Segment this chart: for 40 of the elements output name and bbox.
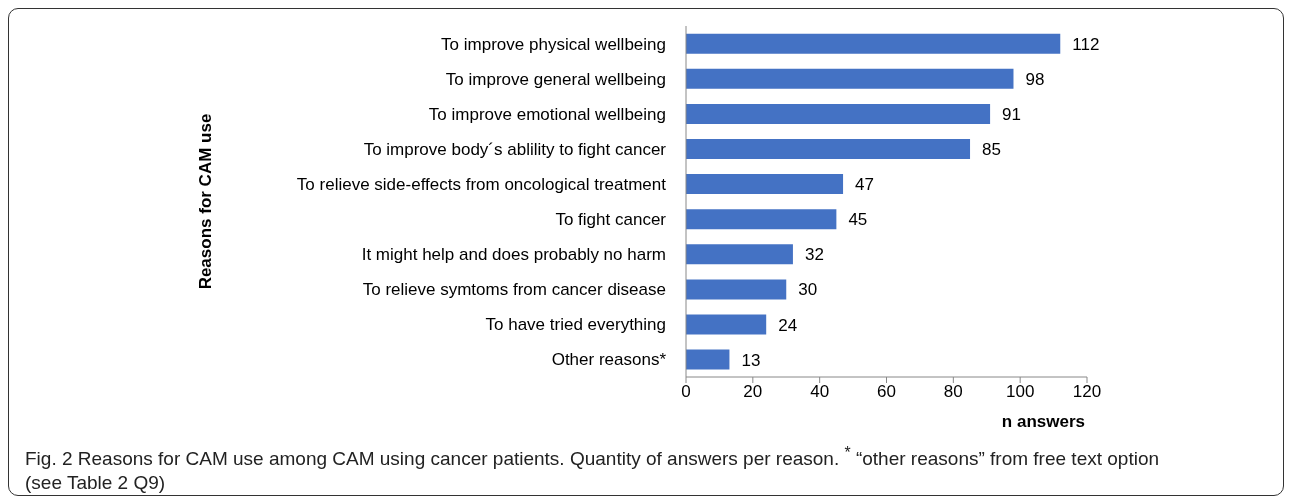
y-tick-label: It might help and does probably no harm xyxy=(361,245,666,265)
data-label: 91 xyxy=(1002,104,1022,124)
bar xyxy=(686,174,844,195)
bar xyxy=(686,209,837,230)
x-tick-label: 60 xyxy=(877,382,896,402)
bar xyxy=(686,244,793,265)
data-label: 13 xyxy=(741,350,761,370)
y-tick-label: To relieve symtoms from cancer disease xyxy=(362,280,666,300)
x-tick-label: 120 xyxy=(1072,382,1102,402)
y-tick-label: Other reasons* xyxy=(551,350,667,370)
x-tick-label: 20 xyxy=(743,382,763,402)
bar xyxy=(686,139,971,160)
data-label: 47 xyxy=(855,175,874,195)
bar xyxy=(686,68,1014,89)
data-label: 85 xyxy=(982,140,1001,160)
x-axis-title: n answers xyxy=(1001,412,1085,431)
bar xyxy=(686,279,787,300)
y-tick-label: To improve physical wellbeing xyxy=(441,34,666,54)
y-axis-title: Reasons for CAM use xyxy=(196,113,216,290)
y-tick-label: To fight cancer xyxy=(555,210,667,230)
y-tick-label: To improve body´s ablility to fight cancer xyxy=(363,139,667,159)
y-tick-label: To relieve side-effects from oncological treatment xyxy=(296,174,667,194)
x-tick-label: 80 xyxy=(943,382,963,402)
y-tick-label: To improve general wellbeing xyxy=(445,69,666,89)
data-label: 32 xyxy=(804,245,824,265)
data-label: 112 xyxy=(1072,34,1100,54)
text: Fig. 2 Reasons for CAM use among CAM using cancer patients. Quantity of answers per reason. $^{*}$ “other reasons” from free text option (see Table 2 Q9) xyxy=(25,444,1160,494)
y-tick-label: To have tried everything xyxy=(485,315,666,335)
bar xyxy=(686,103,991,124)
x-tick-label: 100 xyxy=(1005,382,1035,402)
y-tick-label: To improve emotional wellbeing xyxy=(428,104,666,124)
x-tick-label: 40 xyxy=(810,382,830,402)
data-label: 30 xyxy=(798,280,818,300)
data-label: 98 xyxy=(1025,69,1045,89)
x-tick-label: 0 xyxy=(681,382,691,402)
bar xyxy=(686,349,730,370)
data-label: 45 xyxy=(848,210,868,230)
data-label: 24 xyxy=(778,315,798,335)
bar xyxy=(686,314,767,335)
bar xyxy=(686,33,1061,54)
